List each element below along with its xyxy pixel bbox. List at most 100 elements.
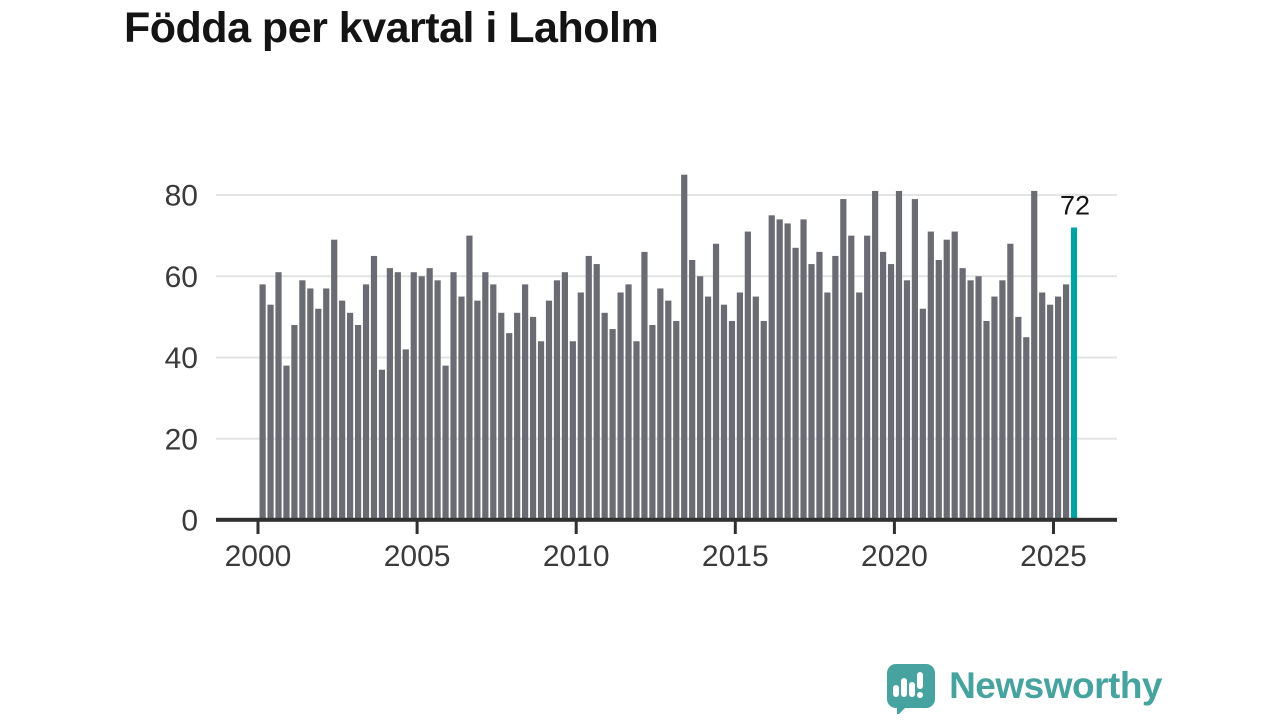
- bar: [911, 199, 919, 520]
- bar: [967, 280, 974, 520]
- x-tick-label: 2015: [702, 540, 769, 573]
- bar: [331, 239, 338, 520]
- bar: [951, 231, 958, 520]
- bar: [649, 325, 656, 520]
- bar: [975, 276, 982, 520]
- bar: [1015, 316, 1022, 521]
- y-tick-label: 80: [165, 180, 198, 213]
- bar: [1055, 296, 1062, 520]
- bar: [736, 292, 743, 520]
- newsworthy-wordmark: Newsworthy: [949, 664, 1162, 706]
- x-tick: [415, 521, 419, 534]
- bar: [434, 280, 441, 520]
- bar: [673, 320, 680, 520]
- bar: [561, 272, 568, 520]
- bar: [514, 312, 521, 520]
- bar: [879, 251, 887, 521]
- bar: [545, 300, 553, 521]
- bar: [887, 264, 895, 520]
- bar: [792, 247, 799, 520]
- y-tick-label: 20: [165, 423, 198, 456]
- bar: [704, 296, 712, 520]
- bar: [458, 296, 465, 520]
- bar: [784, 223, 791, 520]
- bar: [450, 272, 457, 520]
- x-axis-line: [216, 517, 1117, 522]
- bar: [323, 288, 330, 520]
- x-tick: [574, 521, 578, 534]
- bar: [283, 365, 290, 521]
- bar: [1039, 292, 1046, 520]
- bar: [1007, 243, 1014, 520]
- bar: [299, 280, 306, 520]
- bar: [1023, 337, 1030, 520]
- bar: [354, 325, 362, 520]
- bar: [370, 255, 378, 520]
- bar: [625, 284, 632, 521]
- bar: [291, 325, 298, 520]
- bar: [816, 251, 823, 521]
- bar: [689, 260, 696, 520]
- bar: [267, 304, 274, 520]
- bar: [259, 284, 266, 521]
- bar: [498, 312, 505, 520]
- highlight-bar: [1070, 227, 1078, 520]
- bar: [402, 349, 409, 521]
- bar: [744, 231, 751, 520]
- bar: [593, 264, 600, 520]
- chart-title: Födda per kvartal i Laholm: [124, 4, 659, 52]
- bar: [903, 280, 911, 520]
- newsworthy-bubble-icon: [887, 664, 936, 714]
- bar: [720, 304, 728, 520]
- x-tick: [256, 521, 260, 534]
- bar: [681, 174, 688, 520]
- bar: [697, 276, 704, 520]
- bar: [712, 243, 720, 520]
- bar: [490, 284, 497, 521]
- bar: [864, 235, 871, 521]
- x-tick: [1052, 521, 1055, 534]
- bar: [362, 284, 370, 521]
- bar: [506, 333, 513, 521]
- bar: [386, 268, 393, 521]
- bar: [959, 268, 966, 521]
- bar: [339, 300, 346, 521]
- bar: [529, 316, 537, 521]
- bar: [927, 231, 934, 520]
- bar: [848, 235, 855, 521]
- y-tick-label: 60: [165, 261, 198, 294]
- x-tick-label: 2020: [861, 540, 928, 573]
- bar: [752, 296, 759, 520]
- x-tick-label: 2000: [225, 540, 292, 573]
- bar: [1047, 304, 1054, 520]
- bar: [665, 300, 672, 521]
- bar: [617, 292, 624, 520]
- x-tick-label: 2010: [543, 540, 610, 573]
- bar: [895, 190, 903, 520]
- bar: [856, 292, 863, 520]
- bar: [728, 320, 736, 520]
- bar: [315, 308, 322, 520]
- bar: [466, 235, 473, 521]
- bar: [426, 268, 433, 521]
- y-tick-label: 40: [165, 342, 198, 375]
- bar: [569, 341, 576, 520]
- bar: [418, 276, 425, 520]
- bar: [601, 312, 608, 520]
- bar: [800, 219, 807, 521]
- bar: [641, 251, 648, 521]
- bar: [768, 215, 775, 520]
- bar: [347, 312, 354, 520]
- bar: [760, 320, 767, 520]
- bar: [943, 239, 950, 520]
- bar: [553, 280, 561, 520]
- bar-chart-svg: 2000 2005 2010 2015 2020 2025 0 20 40 60 80 72: [165, 174, 1117, 573]
- bar: [442, 365, 449, 521]
- x-tick: [733, 521, 737, 534]
- bar: [609, 329, 616, 520]
- x-tick: [892, 521, 896, 534]
- bar: [522, 284, 529, 521]
- newsworthy-logo: Newsworthy: [884, 662, 1162, 714]
- bar: [808, 264, 815, 520]
